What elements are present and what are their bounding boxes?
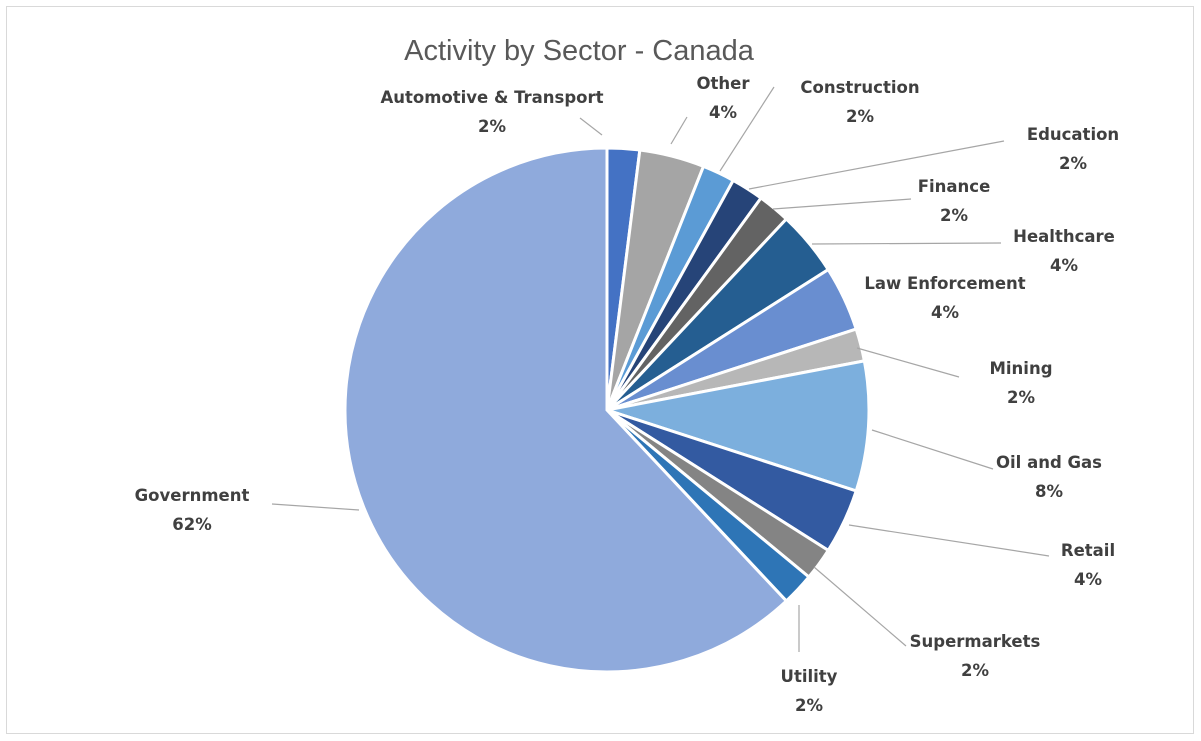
leader-lines [271,86,1050,652]
slice-percent-supermarkets: 2% [961,661,989,680]
leader-line-oil-and-gas [871,429,994,470]
slice-label-government: Government [135,486,250,505]
leader-line-government [271,503,360,511]
slice-label-supermarkets: Supermarkets [910,632,1041,651]
slice-percent-construction: 2% [846,107,874,126]
slice-percent-law-enforcement: 4% [931,303,959,322]
pie-slice-government [343,146,789,674]
leader-line-automotive-and-transport [579,117,603,136]
leader-line-healthcare [811,242,1002,245]
leader-line-other [670,116,688,145]
slice-label-law-enforcement: Law Enforcement [864,274,1025,293]
slice-label-other: Other [697,74,751,93]
slice-percent-automotive-and-transport: 2% [478,117,506,136]
leader-line-retail [848,524,1050,557]
slice-percent-mining: 2% [1007,388,1035,407]
pie-chart: Activity by Sector - Canada Automotive &… [135,35,1120,715]
leader-line-finance [772,198,912,210]
leader-line-mining [856,347,960,378]
slice-label-finance: Finance [918,177,991,196]
slice-label-education: Education [1027,125,1119,144]
pie-slice-oil-and-gas [606,359,871,493]
slice-label-retail: Retail [1061,541,1115,560]
slice-percent-oil-and-gas: 8% [1035,482,1063,501]
slice-percent-education: 2% [1059,154,1087,173]
slice-percent-retail: 4% [1074,570,1102,589]
leader-line-construction [719,86,775,172]
slice-label-construction: Construction [800,78,919,97]
slice-percent-finance: 2% [940,206,968,225]
leader-line-supermarkets [813,566,907,647]
chart-frame: Activity by Sector - Canada Automotive &… [6,6,1194,734]
data-labels: Automotive & Transport 2% Other 4% Construct… [135,74,1120,715]
slice-label-automotive-and-transport: Automotive & Transport [380,88,603,107]
slice-label-mining: Mining [989,359,1052,378]
slice-percent-healthcare: 4% [1050,256,1078,275]
chart-title: Activity by Sector - Canada [404,35,755,67]
slice-label-healthcare: Healthcare [1013,227,1115,246]
slice-label-oil-and-gas: Oil and Gas [996,453,1102,472]
slice-percent-utility: 2% [795,696,823,715]
pie-slices [343,146,871,674]
slice-percent-other: 4% [709,103,737,122]
slice-label-utility: Utility [781,667,838,686]
leader-line-education [748,140,1005,190]
slice-percent-government: 62% [172,515,212,534]
